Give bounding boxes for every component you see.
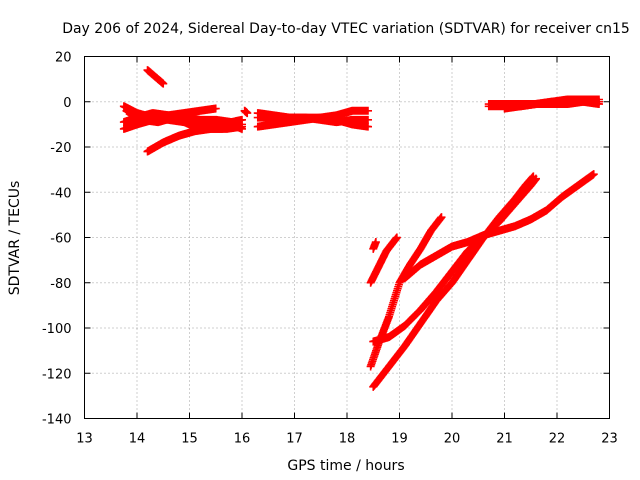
series-track-g bbox=[240, 106, 252, 118]
x-tick-label: 23 bbox=[601, 432, 618, 447]
marker-path-track-l bbox=[369, 238, 380, 253]
axis-ticks bbox=[84, 56, 610, 419]
data-points bbox=[119, 66, 603, 391]
series-track-k bbox=[366, 233, 401, 287]
marker-path-track-s bbox=[500, 97, 603, 113]
tick-labels: 13 14 15 16 17 18 19 20 21 22 23 -140 -120 -100 -80 -60… bbox=[42, 51, 618, 447]
y-axis-label: SDTVAR / TECUs bbox=[7, 181, 23, 296]
marker-path-track-p bbox=[400, 170, 598, 283]
y-tick-label: 0 bbox=[63, 96, 71, 111]
series-track-l bbox=[369, 238, 380, 253]
marker-path-track-k bbox=[366, 233, 401, 287]
x-axis-label: GPS time / hours bbox=[287, 458, 404, 474]
series-track-s bbox=[500, 97, 603, 113]
series-track-p bbox=[400, 170, 598, 283]
y-tick-label: 20 bbox=[55, 51, 72, 66]
y-tick-label: -140 bbox=[42, 413, 72, 428]
marker-path-track-g bbox=[240, 106, 252, 118]
x-tick-label: 15 bbox=[181, 432, 198, 447]
y-tick-label: -80 bbox=[50, 277, 71, 292]
y-tick-label: -40 bbox=[50, 186, 71, 201]
marker-path-track-f bbox=[143, 122, 246, 156]
marker-path-track-o bbox=[369, 172, 538, 391]
series-track-o bbox=[369, 172, 538, 391]
x-tick-label: 20 bbox=[444, 432, 461, 447]
marker-path-track-j bbox=[253, 109, 372, 127]
series-track-j bbox=[253, 109, 372, 127]
x-tick-label: 22 bbox=[549, 432, 566, 447]
y-tick-label: -100 bbox=[42, 322, 72, 337]
series-track-f bbox=[143, 122, 246, 156]
x-tick-label: 18 bbox=[339, 432, 356, 447]
x-tick-label: 21 bbox=[496, 432, 513, 447]
x-tick-label: 17 bbox=[286, 432, 303, 447]
x-tick-label: 14 bbox=[129, 432, 146, 447]
x-tick-label: 16 bbox=[234, 432, 251, 447]
series-track-e bbox=[143, 66, 168, 88]
y-tick-label: -20 bbox=[50, 141, 71, 156]
x-tick-label: 19 bbox=[391, 432, 408, 447]
x-tick-label: 13 bbox=[76, 432, 93, 447]
y-tick-label: -60 bbox=[50, 232, 71, 247]
chart-title: Day 206 of 2024, Sidereal Day-to-day VTE… bbox=[62, 21, 630, 37]
marker-path-track-e bbox=[143, 66, 168, 88]
y-tick-label: -120 bbox=[42, 367, 72, 382]
